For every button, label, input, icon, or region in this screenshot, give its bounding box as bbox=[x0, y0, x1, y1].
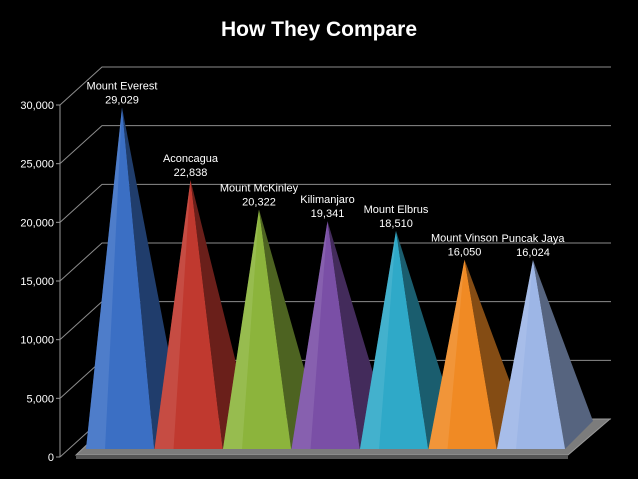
y-axis-ticks: 0 5,000 10,000 15,000 20,000 25,000 30,000 bbox=[20, 100, 54, 464]
pyramid-highlight bbox=[497, 259, 533, 449]
y-tick-label: 30,000 bbox=[20, 100, 54, 112]
value-label: 22,838 bbox=[174, 167, 208, 179]
category-label: Mount Elbrus bbox=[364, 204, 429, 216]
gridline bbox=[59, 125, 611, 165]
value-label: 29,029 bbox=[105, 94, 139, 106]
y-tick-label: 5,000 bbox=[26, 393, 54, 405]
y-tick-label: 15,000 bbox=[20, 276, 54, 288]
y-tick-label: 20,000 bbox=[20, 217, 54, 229]
data-labels: Mount Everest 29,029 Aconcagua 22,838 Mount … bbox=[87, 80, 566, 259]
floor-edge bbox=[76, 455, 568, 459]
pyramid-highlight bbox=[154, 180, 191, 450]
value-label: 16,050 bbox=[448, 247, 482, 259]
y-tick-label: 25,000 bbox=[20, 159, 54, 171]
gridline bbox=[59, 66, 611, 106]
chart-title: How They Compare bbox=[221, 18, 417, 41]
y-tick-label: 0 bbox=[48, 452, 54, 464]
category-label: Mount Vinson bbox=[431, 233, 498, 245]
pyramid-highlight bbox=[86, 107, 122, 449]
value-label: 18,510 bbox=[379, 218, 413, 230]
category-label: Mount Everest bbox=[87, 80, 158, 92]
pyramid-series bbox=[86, 107, 593, 450]
category-label: Puncak Jaya bbox=[502, 233, 566, 245]
pyramid-side-face bbox=[533, 259, 593, 449]
pyramid-highlight bbox=[428, 259, 465, 449]
gridline bbox=[59, 183, 611, 223]
y-tick-label: 10,000 bbox=[20, 335, 54, 347]
category-label: Aconcagua bbox=[163, 153, 219, 165]
pyramid-bar bbox=[497, 259, 593, 449]
pyramid-highlight bbox=[291, 221, 328, 449]
value-label: 16,024 bbox=[516, 247, 550, 259]
gridline bbox=[59, 242, 611, 282]
category-label: Mount McKinley bbox=[220, 183, 299, 195]
value-label: 19,341 bbox=[311, 208, 345, 220]
pyramid-highlight bbox=[360, 230, 396, 449]
category-label: Kilimanjaro bbox=[300, 194, 354, 206]
value-label: 20,322 bbox=[242, 197, 276, 209]
pyramid-highlight bbox=[223, 209, 259, 449]
